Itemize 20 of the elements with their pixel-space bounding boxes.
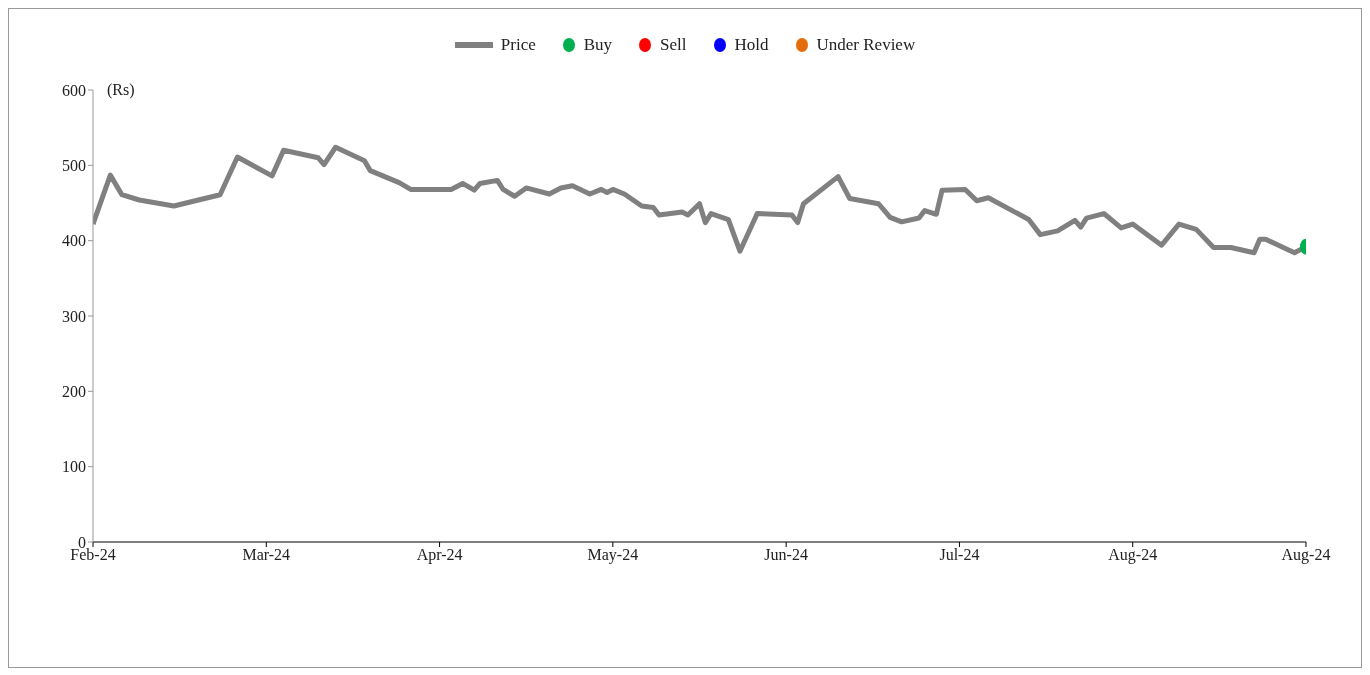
y-tick-label: 400 <box>62 232 86 250</box>
x-tick-label: May-24 <box>587 546 639 565</box>
y-axis-title: (Rs) <box>107 81 135 99</box>
y-tick-label: 200 <box>62 383 86 401</box>
y-tick-label: 300 <box>62 307 86 325</box>
x-tick-label: Jun-24 <box>764 546 808 564</box>
legend-label: Hold <box>733 35 769 55</box>
y-tick-label: 500 <box>62 157 86 175</box>
x-tick-label: Apr-24 <box>416 546 463 565</box>
x-tick-label: Aug-24 <box>1108 546 1158 565</box>
x-tick-label: Aug-24 <box>1281 546 1331 565</box>
x-tick-label: Mar-24 <box>242 546 291 564</box>
x-tick-label: Jul-24 <box>939 546 980 564</box>
legend-label: Price <box>499 35 536 55</box>
y-tick-label: 0 <box>78 533 86 551</box>
legend-label: Sell <box>659 35 687 55</box>
y-tick-label: 600 <box>62 81 86 99</box>
y-tick-label: 100 <box>62 458 86 476</box>
legend-label: Buy <box>582 35 613 55</box>
legend-label: Under Review <box>815 35 916 55</box>
